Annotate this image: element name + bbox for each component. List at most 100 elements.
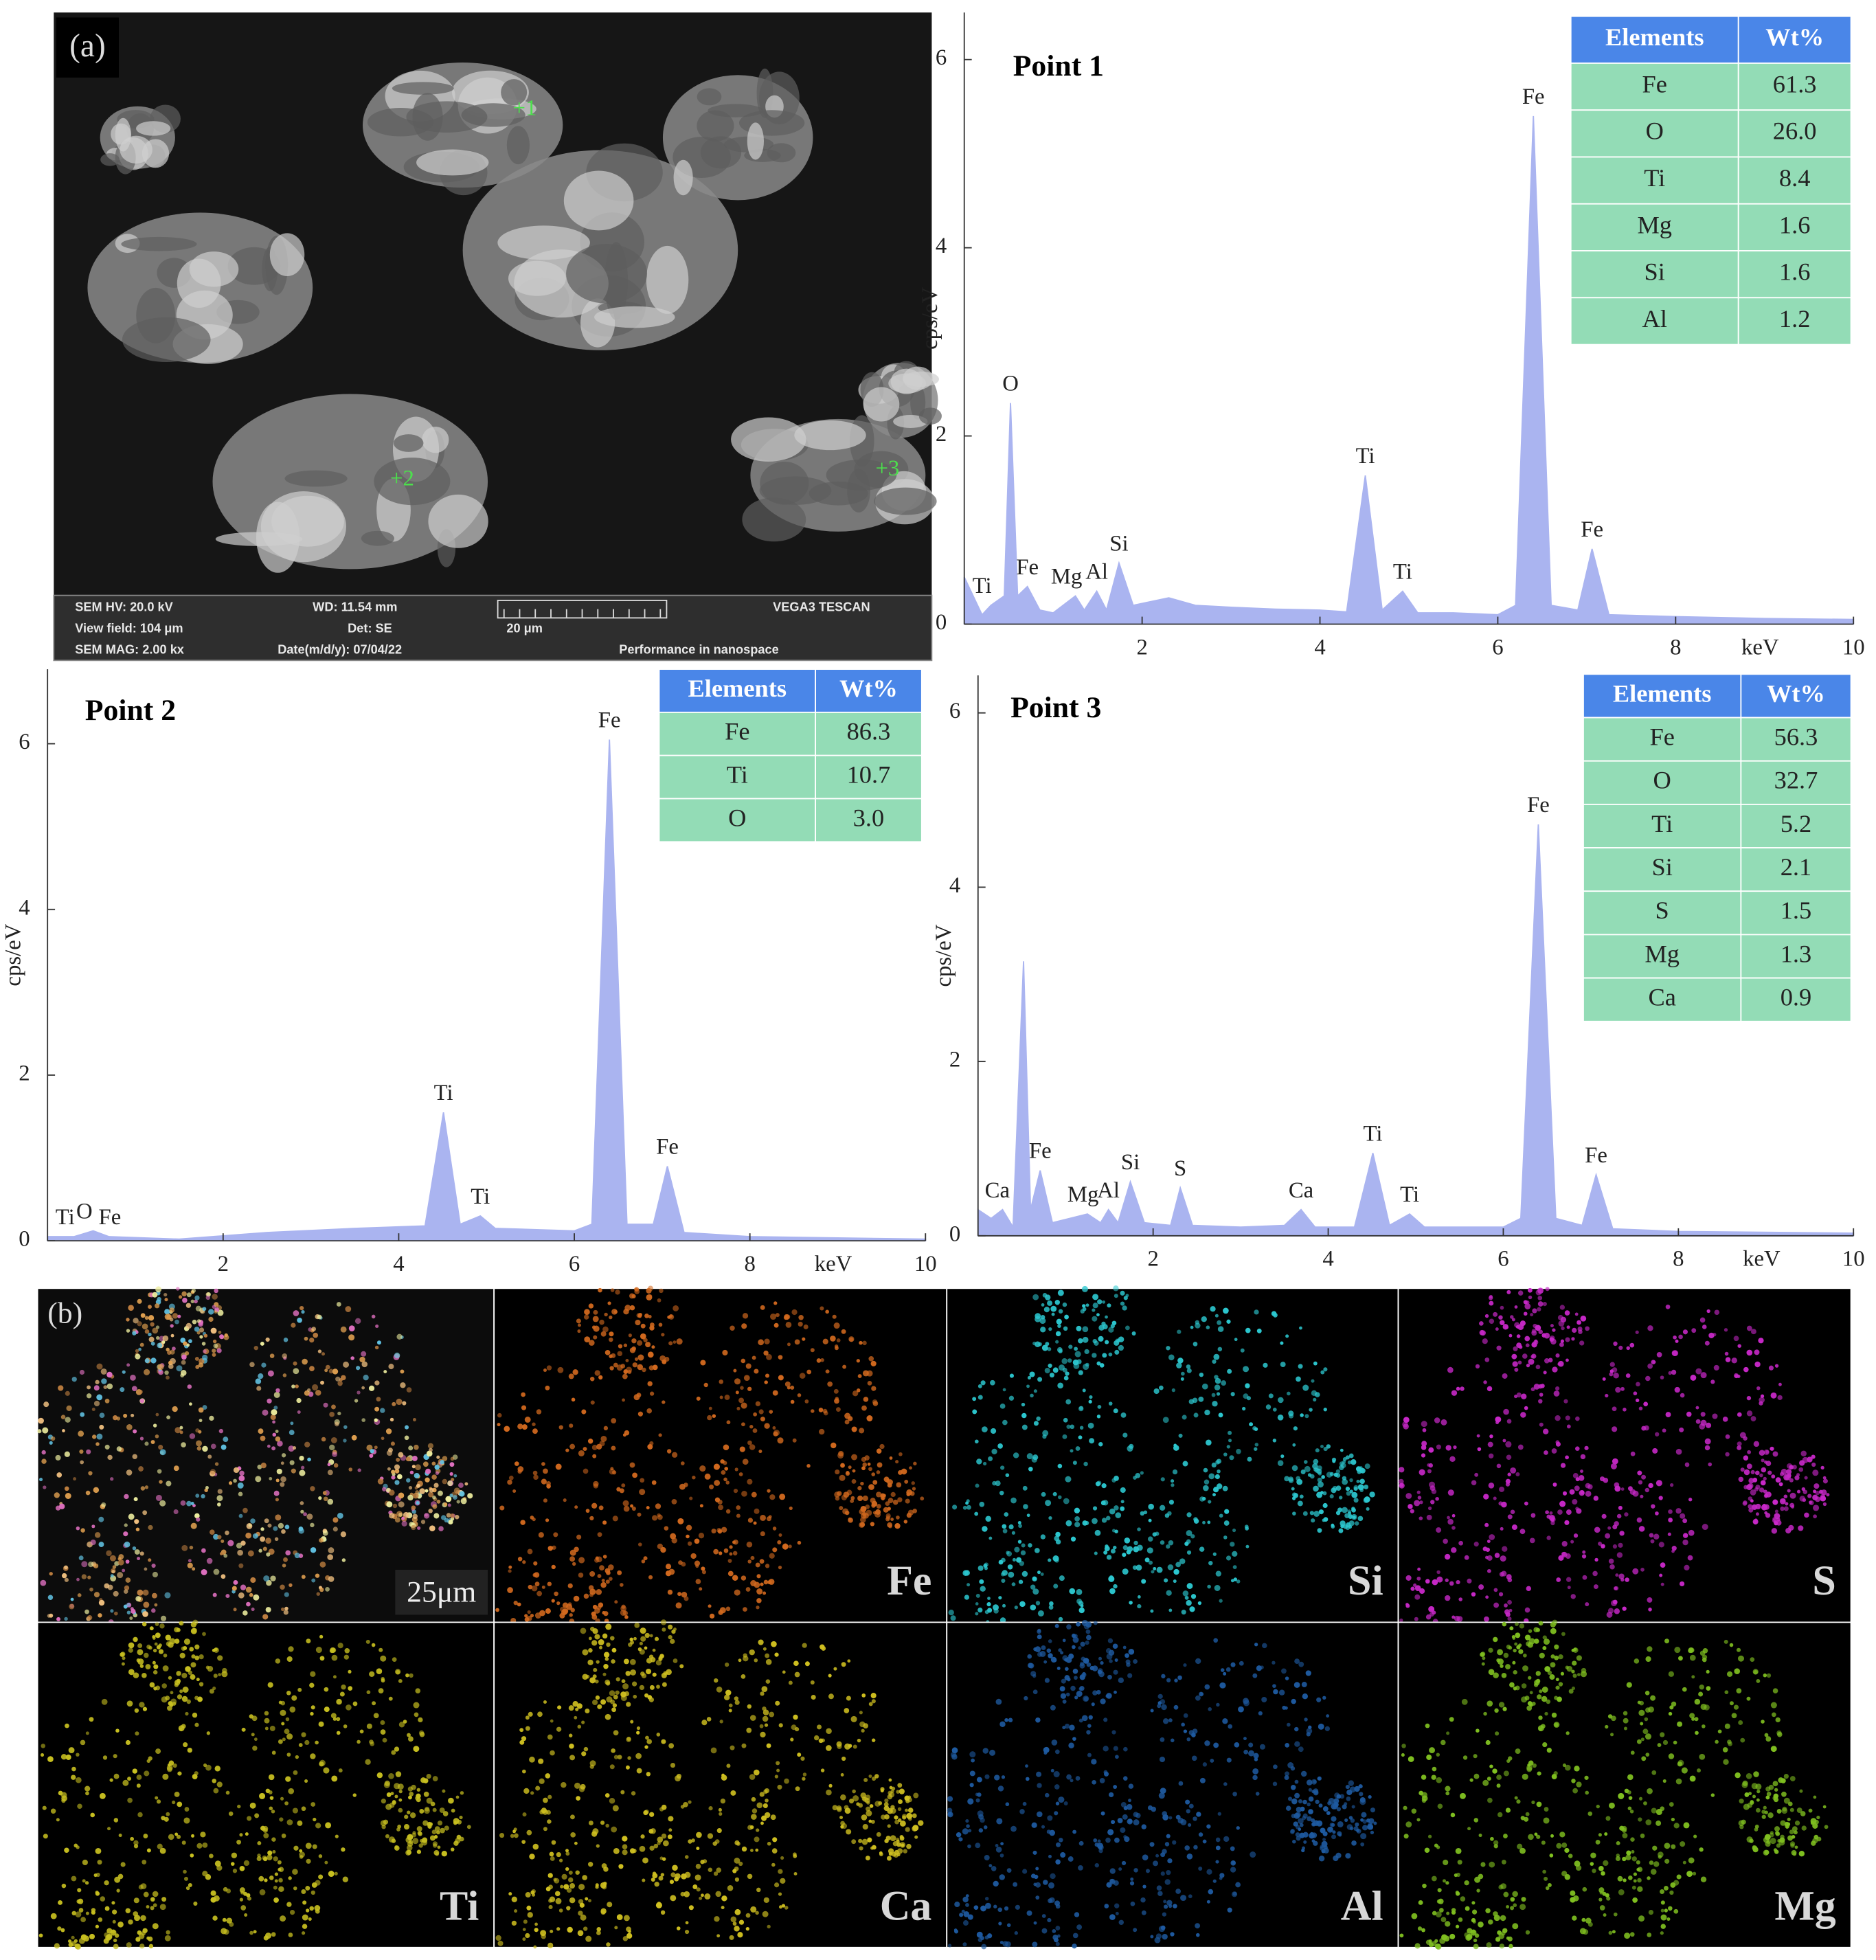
map-dot (144, 1368, 150, 1375)
map-dot (1772, 1451, 1778, 1457)
map-dot (1530, 1513, 1536, 1518)
map-dot (248, 1523, 252, 1527)
map-dot (155, 1336, 160, 1340)
map-dot (497, 1423, 501, 1427)
map-dot (411, 1455, 418, 1461)
map-dot (65, 1417, 71, 1423)
map-dot (1203, 1479, 1210, 1485)
map-dot (1245, 1383, 1250, 1388)
map-dot (159, 1623, 165, 1629)
map-dot (118, 1554, 124, 1559)
map-dot (1062, 1699, 1067, 1704)
map-dot (325, 1822, 332, 1829)
map-dot (394, 1469, 400, 1474)
map-dot (902, 1815, 907, 1820)
map-dot (733, 1488, 738, 1494)
y-tick-label: 0 (949, 1221, 960, 1246)
map-dot (1471, 1480, 1477, 1485)
map-dot (528, 1584, 533, 1590)
map-dot (1783, 1494, 1788, 1499)
map-dot (1566, 1509, 1572, 1515)
map-dot (1537, 1307, 1541, 1311)
map-dot (747, 1386, 752, 1391)
map-dot (1524, 1406, 1528, 1410)
map-dot (1302, 1813, 1308, 1818)
map-dot (407, 1736, 414, 1742)
map-dot (176, 1365, 183, 1372)
map-dot (1456, 1616, 1463, 1622)
map-dot (1234, 1742, 1240, 1748)
map-dot (352, 1701, 358, 1706)
map-dot (778, 1355, 783, 1360)
map-dot (144, 1316, 149, 1320)
map-dot (857, 1374, 862, 1378)
map-dot (1496, 1345, 1502, 1351)
map-dot (609, 1798, 615, 1804)
map-dot (1526, 1586, 1531, 1592)
map-dot (1186, 1854, 1193, 1860)
map-dot (609, 1331, 614, 1337)
map-dot (1062, 1434, 1067, 1439)
map-dot (1359, 1799, 1366, 1805)
map-dot (242, 1507, 248, 1513)
map-dot (570, 1832, 576, 1838)
map-dot (602, 1633, 608, 1639)
map-dot (1226, 1445, 1230, 1449)
map-dot (1050, 1704, 1056, 1711)
map-dot (1345, 1785, 1350, 1790)
map-dot (1234, 1338, 1238, 1342)
map-dot (261, 1362, 267, 1368)
map-dot (707, 1833, 714, 1839)
map-dot (1132, 1565, 1138, 1570)
map-dot (835, 1469, 840, 1475)
map-dot (164, 1370, 169, 1375)
map-dot (1072, 1829, 1076, 1834)
map-dot (1561, 1326, 1565, 1331)
map-dot (743, 1607, 747, 1612)
map-dot (155, 1748, 161, 1755)
map-dot (166, 1812, 170, 1816)
map-dot (1346, 1796, 1351, 1801)
map-dot (1115, 1755, 1119, 1759)
map-dot (769, 1313, 777, 1320)
map-dot (1259, 1744, 1265, 1750)
map-dot (1308, 1809, 1313, 1814)
map-dot (1048, 1558, 1052, 1562)
map-dot (1208, 1889, 1214, 1895)
map-dot (398, 1679, 403, 1683)
map-dot (1082, 1326, 1089, 1333)
map-dot (1764, 1511, 1768, 1515)
map-dot (124, 1541, 131, 1548)
map-dot (392, 1800, 396, 1804)
map-dot (657, 1901, 662, 1906)
map-dot (1580, 1490, 1585, 1495)
map-dot (750, 1555, 755, 1560)
map-dot (1648, 1483, 1653, 1489)
map-dot (912, 1487, 916, 1491)
map-dot (1564, 1310, 1570, 1316)
map-dot (1290, 1766, 1296, 1771)
map-dot (572, 1369, 578, 1375)
map-dot (1679, 1581, 1685, 1587)
map-dot (1770, 1392, 1777, 1399)
map-dot (714, 1916, 720, 1922)
map-dot (1022, 1801, 1027, 1806)
map-dot (1487, 1441, 1493, 1448)
map-dot (1351, 1491, 1358, 1498)
map-dot (1051, 1739, 1058, 1746)
map-dot (1078, 1865, 1083, 1871)
map-dot (1030, 1604, 1037, 1611)
map-dot (914, 1835, 918, 1839)
map-dot (281, 1529, 286, 1534)
map-dot (683, 1801, 688, 1807)
map-dot (169, 1317, 174, 1322)
map-dot (155, 1632, 161, 1638)
map-dot (213, 1343, 218, 1349)
map-dot (738, 1658, 742, 1663)
map-dot (331, 1775, 338, 1782)
map-dot (1298, 1364, 1303, 1369)
map-dot (1195, 1322, 1201, 1329)
table-header (1583, 673, 1742, 719)
map-dot (760, 1821, 764, 1825)
